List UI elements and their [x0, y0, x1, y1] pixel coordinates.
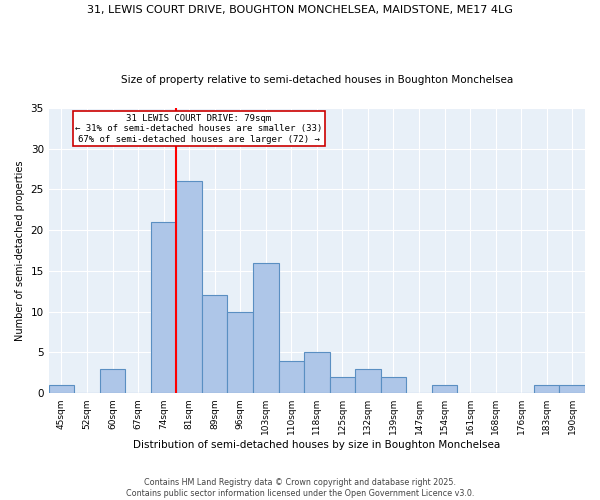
Bar	[559, 385, 585, 393]
Bar	[329, 377, 355, 393]
Bar	[100, 369, 125, 393]
X-axis label: Distribution of semi-detached houses by size in Boughton Monchelsea: Distribution of semi-detached houses by …	[133, 440, 500, 450]
Bar	[227, 312, 253, 393]
Text: Contains HM Land Registry data © Crown copyright and database right 2025.
Contai: Contains HM Land Registry data © Crown c…	[126, 478, 474, 498]
Bar	[304, 352, 329, 393]
Title: Size of property relative to semi-detached houses in Boughton Monchelsea: Size of property relative to semi-detach…	[121, 75, 513, 85]
Bar	[432, 385, 457, 393]
Text: 31, LEWIS COURT DRIVE, BOUGHTON MONCHELSEA, MAIDSTONE, ME17 4LG: 31, LEWIS COURT DRIVE, BOUGHTON MONCHELS…	[87, 5, 513, 15]
Bar	[202, 296, 227, 393]
Bar	[253, 263, 278, 393]
Bar	[380, 377, 406, 393]
Bar	[49, 385, 74, 393]
Bar	[176, 182, 202, 393]
Bar	[278, 360, 304, 393]
Y-axis label: Number of semi-detached properties: Number of semi-detached properties	[15, 160, 25, 341]
Text: 31 LEWIS COURT DRIVE: 79sqm
← 31% of semi-detached houses are smaller (33)
67% o: 31 LEWIS COURT DRIVE: 79sqm ← 31% of sem…	[75, 114, 322, 144]
Bar	[355, 369, 380, 393]
Bar	[151, 222, 176, 393]
Bar	[534, 385, 559, 393]
